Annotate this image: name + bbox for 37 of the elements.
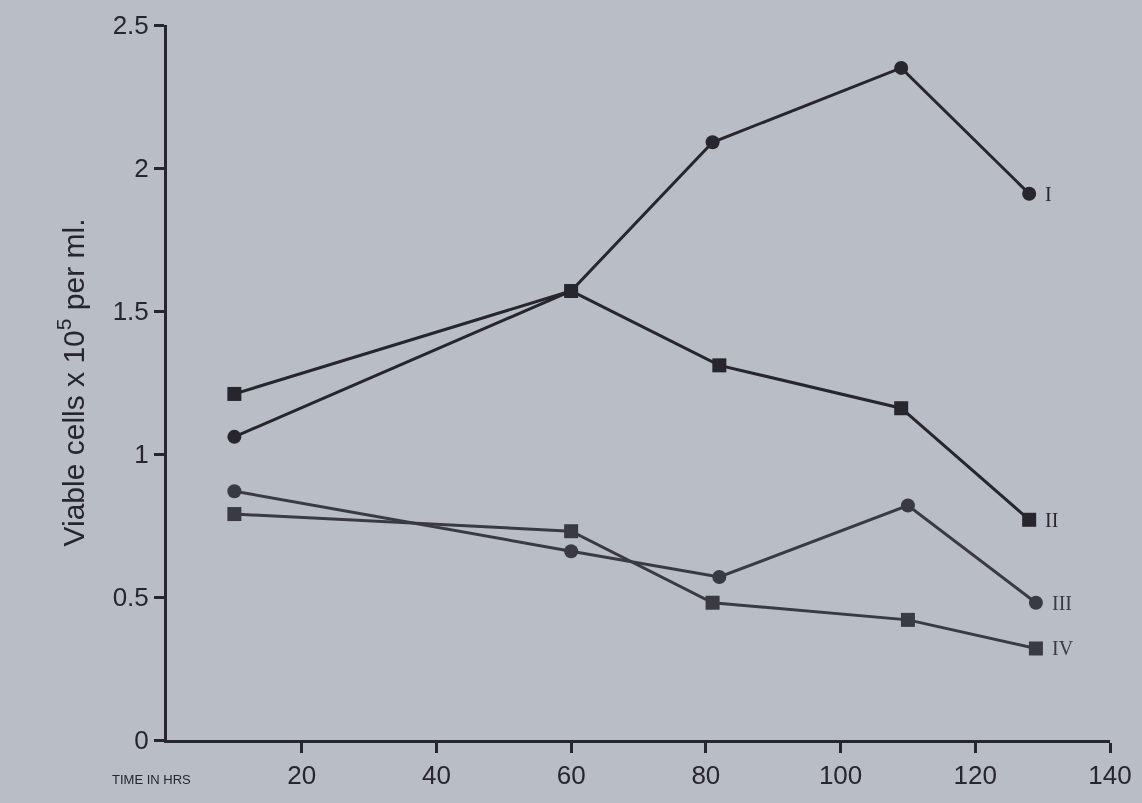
point (1022, 512, 1037, 527)
x-tick-label: 40 (421, 760, 451, 791)
y-tick-label: 2.5 (112, 10, 149, 41)
point (894, 401, 909, 416)
series-label: IV (1052, 637, 1074, 659)
point (227, 484, 242, 499)
y-tick-label: 0 (134, 725, 149, 756)
y-tick-label: 0.5 (112, 582, 149, 613)
y-tick-label: 2 (134, 153, 149, 184)
x-tick-label: 60 (556, 760, 586, 791)
x-tick-label: 120 (953, 760, 997, 791)
point (705, 135, 720, 150)
point (564, 283, 579, 298)
point (227, 386, 242, 401)
series-label: III (1052, 592, 1072, 614)
x-tick-label: 140 (1088, 760, 1132, 791)
point (227, 429, 242, 444)
x-tick-label: 100 (818, 760, 863, 791)
point (894, 60, 909, 75)
point (227, 507, 242, 522)
point (564, 524, 579, 539)
y-tick-label: 1.5 (112, 296, 149, 327)
x-tick-label: 80 (691, 760, 721, 791)
series-label: I (1045, 183, 1052, 205)
series-label: II (1045, 509, 1059, 531)
point (712, 358, 727, 373)
point (1022, 186, 1037, 201)
point (900, 612, 915, 627)
point (564, 544, 579, 559)
point (1028, 641, 1043, 656)
x-axis-title: TIME IN HRS (112, 772, 192, 787)
point (1028, 595, 1043, 610)
point (705, 595, 720, 610)
x-tick-label: 20 (287, 760, 317, 791)
point (900, 498, 915, 513)
point (712, 569, 727, 584)
y-tick-label: 1 (134, 439, 149, 470)
